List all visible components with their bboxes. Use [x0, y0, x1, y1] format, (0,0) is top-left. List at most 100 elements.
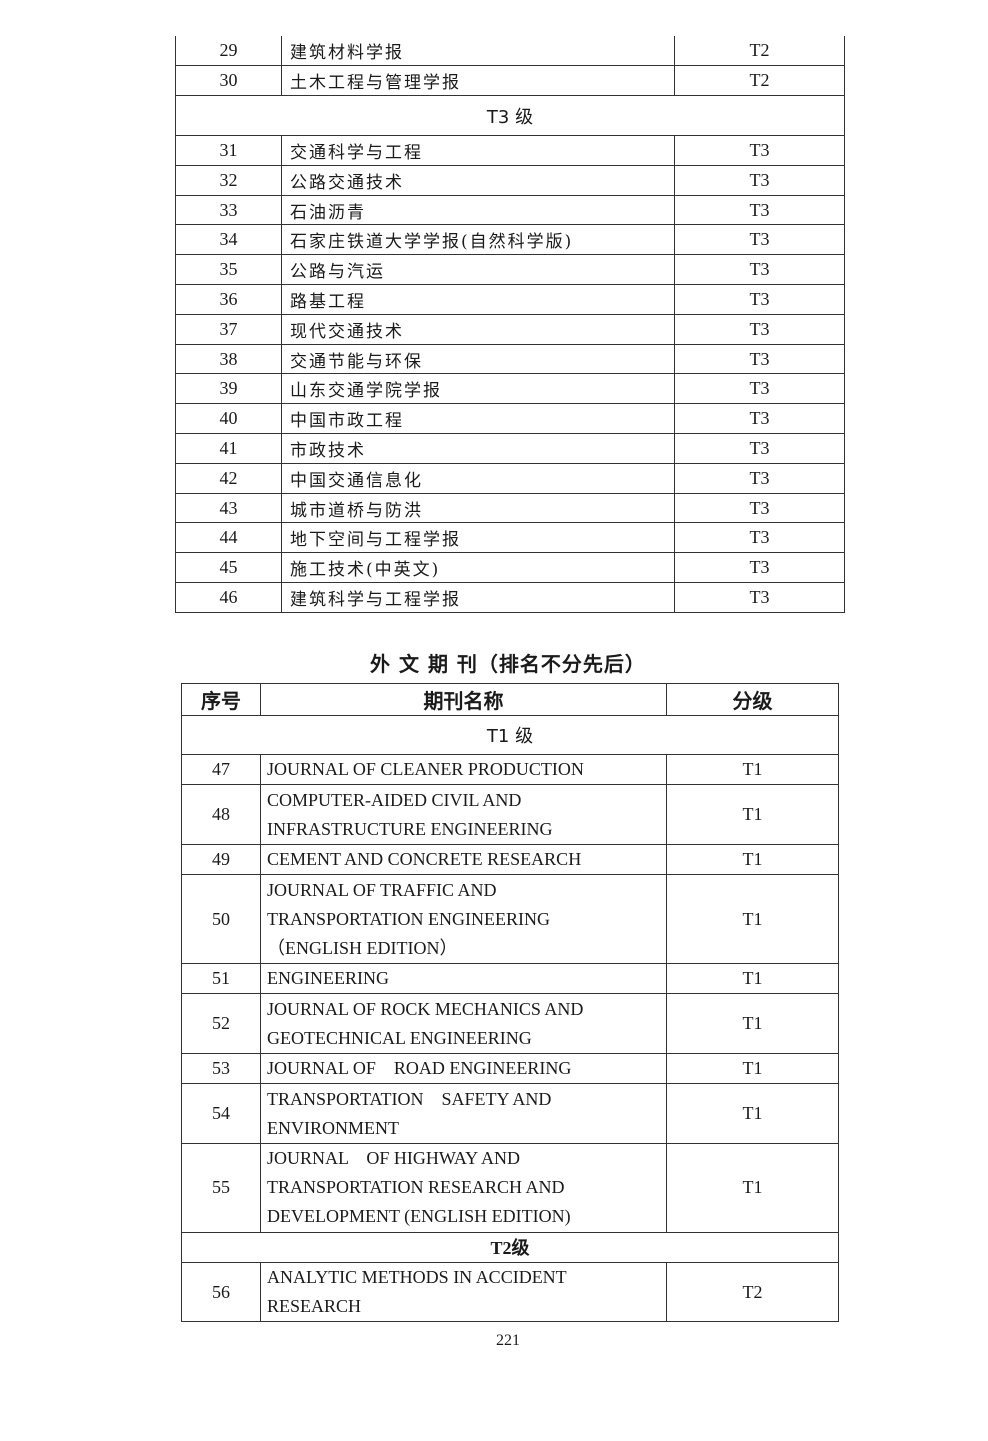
row-number: 56 — [181, 1261, 261, 1323]
table-row: 38 交通节能与环保 T3 — [175, 343, 845, 375]
journal-level: T3 — [674, 492, 845, 524]
journal-name: 施工技术(中英文) — [281, 552, 675, 584]
journal-level: T3 — [674, 403, 845, 435]
header-row: 序号 期刊名称 分级 — [181, 683, 839, 716]
journal-level: T1 — [666, 753, 839, 786]
journal-level: T1 — [666, 874, 839, 965]
journal-name: ANALYTIC METHODS IN ACCIDENT RESEARCH — [260, 1261, 667, 1323]
journal-name-line: TRANSPORTATION RESEARCH AND — [267, 1177, 565, 1198]
row-number: 33 — [175, 194, 282, 226]
journal-level: T3 — [674, 224, 845, 256]
table-row: 54 TRANSPORTATION SAFETY AND ENVIRONMENT T1 — [181, 1083, 839, 1144]
table-row: 53 JOURNAL OF ROAD ENGINEERING T1 — [181, 1052, 839, 1085]
section-label: T3 级 — [175, 95, 845, 137]
journal-name-line: ENGINEERING — [267, 968, 389, 989]
journal-name: 市政技术 — [281, 433, 675, 464]
journal-name: 路基工程 — [281, 284, 675, 315]
journal-name-line: INFRASTRUCTURE ENGINEERING — [267, 818, 553, 839]
journal-name-line: JOURNAL OF CLEANER PRODUCTION — [267, 759, 584, 780]
table-row: 32 公路交通技术 T3 — [175, 164, 845, 196]
table-row: 49 CEMENT AND CONCRETE RESEARCH T1 — [181, 843, 839, 876]
journal-name-line: GEOTECHNICAL ENGINEERING — [267, 1027, 532, 1048]
row-number: 34 — [175, 224, 282, 256]
table-row: 47 JOURNAL OF CLEANER PRODUCTION T1 — [181, 753, 839, 786]
journal-name-line: ENVIRONMENT — [267, 1117, 399, 1138]
journal-name: 交通科学与工程 — [281, 135, 675, 166]
row-number: 39 — [175, 373, 282, 405]
journal-name-line: ANALYTIC METHODS IN ACCIDENT — [267, 1267, 567, 1288]
journal-level: T1 — [666, 784, 839, 845]
journal-name-line: CEMENT AND CONCRETE RESEARCH — [267, 849, 582, 870]
table-row: 37 现代交通技术 T3 — [175, 313, 845, 345]
journal-name: 公路与汽运 — [281, 254, 675, 286]
row-number: 53 — [181, 1052, 261, 1085]
journal-level: T2 — [674, 65, 845, 97]
journal-name: 石家庄铁道大学学报(自然科学版) — [281, 224, 675, 256]
journal-level: T1 — [666, 843, 839, 876]
table-row: 30 土木工程与管理学报 T2 — [175, 65, 845, 97]
row-number: 50 — [181, 874, 261, 965]
row-number: 52 — [181, 993, 261, 1054]
domestic-journal-table: 29 建筑材料学报 T2 30 土木工程与管理学报 T2 T3 级 31 交通科学与工程 T3 32… — [175, 36, 845, 613]
table-row: 43 城市道桥与防洪 T3 — [175, 492, 845, 524]
row-number: 46 — [175, 582, 282, 613]
journal-name: JOURNAL OF ROCK MECHANICS AND GEOTECHNICA… — [260, 993, 667, 1054]
journal-name: JOURNAL OF CLEANER PRODUCTION — [260, 753, 667, 786]
table-row: 36 路基工程 T3 — [175, 284, 845, 315]
journal-level: T1 — [666, 963, 839, 995]
journal-name: JOURNAL OF HIGHWAY AND TRANSPORTATION RES… — [260, 1142, 667, 1233]
table-row: 40 中国市政工程 T3 — [175, 403, 845, 435]
journal-name: TRANSPORTATION SAFETY AND ENVIRONMENT — [260, 1083, 667, 1144]
journal-level: T3 — [674, 313, 845, 345]
row-number: 54 — [181, 1083, 261, 1144]
row-number: 38 — [175, 343, 282, 375]
journal-level: T1 — [666, 1142, 839, 1233]
journal-name-line: JOURNAL OF TRAFFIC AND — [267, 879, 497, 900]
journal-name-line: JOURNAL OF HIGHWAY AND — [267, 1148, 521, 1169]
table-row: 44 地下空间与工程学报 T3 — [175, 522, 845, 554]
journal-name-line: TRANSPORTATION SAFETY AND — [267, 1088, 552, 1109]
journal-level: T3 — [674, 343, 845, 375]
journal-name-line: （ENGLISH EDITION） — [267, 937, 458, 958]
row-number: 40 — [175, 403, 282, 435]
journal-name: 建筑材料学报 — [281, 36, 675, 67]
journal-level: T3 — [674, 135, 845, 166]
row-number: 55 — [181, 1142, 261, 1233]
row-number: 48 — [181, 784, 261, 845]
row-number: 35 — [175, 254, 282, 286]
journal-level: T3 — [674, 164, 845, 196]
foreign-journals-title: 外 文 期 刊（排名不分先后） — [370, 652, 646, 676]
journal-level: T1 — [666, 1052, 839, 1085]
journal-level: T3 — [674, 462, 845, 494]
table-row: 46 建筑科学与工程学报 T3 — [175, 582, 845, 613]
journal-name: JOURNAL OF TRAFFIC AND TRANSPORTATION ENG… — [260, 874, 667, 965]
table-row: 39 山东交通学院学报 T3 — [175, 373, 845, 405]
row-number: 36 — [175, 284, 282, 315]
journal-name: 城市道桥与防洪 — [281, 492, 675, 524]
journal-name-line: RESEARCH — [267, 1296, 362, 1317]
table-row: 33 石油沥青 T3 — [175, 194, 845, 226]
row-number: 47 — [181, 753, 261, 786]
journal-name: 山东交通学院学报 — [281, 373, 675, 405]
journal-level: T3 — [674, 582, 845, 613]
table-row: 52 JOURNAL OF ROCK MECHANICS AND GEOTECHNI… — [181, 993, 839, 1054]
row-number: 32 — [175, 164, 282, 196]
table-row: 48 COMPUTER-AIDED CIVIL AND INFRASTRUCTURE… — [181, 784, 839, 845]
journal-name-line: TRANSPORTATION ENGINEERING — [267, 908, 550, 929]
row-number: 45 — [175, 552, 282, 584]
table-row: 50 JOURNAL OF TRAFFIC AND TRANSPORTATION E… — [181, 874, 839, 965]
journal-name-line: JOURNAL OF ROAD ENGINEERING — [267, 1058, 572, 1079]
row-number: 41 — [175, 433, 282, 464]
row-number: 42 — [175, 462, 282, 494]
section-row: T3 级 — [175, 95, 845, 137]
journal-name: 石油沥青 — [281, 194, 675, 226]
journal-level: T1 — [666, 993, 839, 1054]
section-label: T1 级 — [181, 715, 839, 755]
row-number: 37 — [175, 313, 282, 345]
journal-name: JOURNAL OF ROAD ENGINEERING — [260, 1052, 667, 1085]
row-number: 49 — [181, 843, 261, 876]
table-row: 55 JOURNAL OF HIGHWAY AND TRANSPORTATION R… — [181, 1142, 839, 1233]
foreign-journal-table: 序号 期刊名称 分级 T1 级 47 JOURNAL OF CLEANER PROD… — [181, 683, 839, 1323]
journal-level: T3 — [674, 194, 845, 226]
row-number: 43 — [175, 492, 282, 524]
